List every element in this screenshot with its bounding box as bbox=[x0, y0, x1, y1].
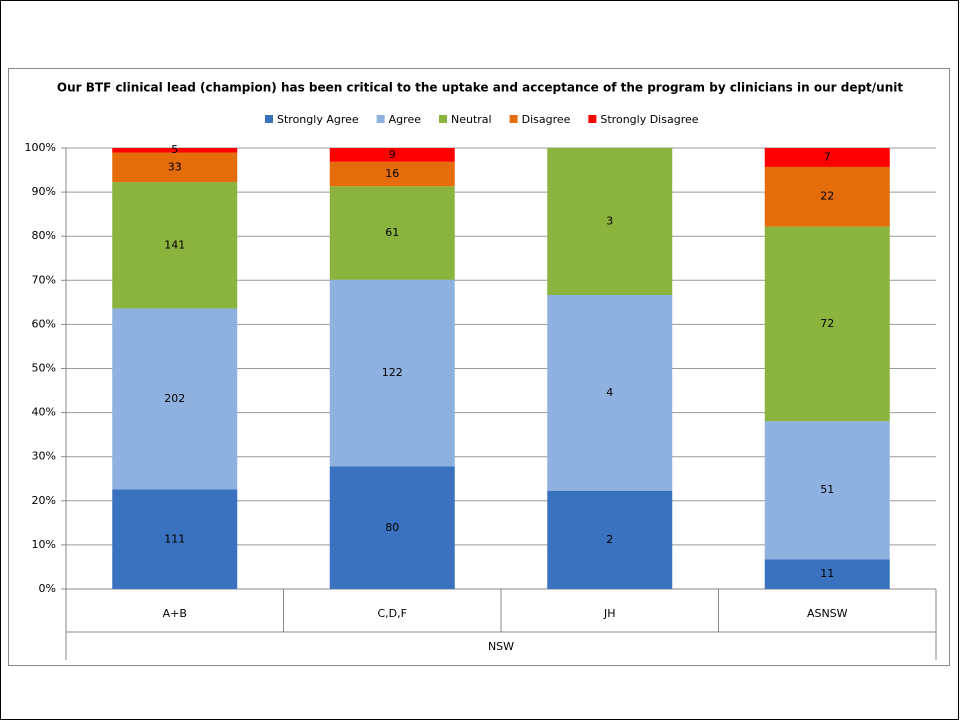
data-label: 16 bbox=[385, 167, 399, 180]
y-tick-label: 70% bbox=[32, 273, 56, 286]
data-label: 72 bbox=[820, 317, 834, 330]
legend-swatch bbox=[376, 115, 385, 123]
data-label: 141 bbox=[164, 238, 185, 251]
legend-label: Strongly Disagree bbox=[600, 113, 698, 126]
data-label: 9 bbox=[389, 148, 396, 161]
y-tick-label: 50% bbox=[32, 362, 56, 375]
bar-segment bbox=[547, 148, 673, 295]
data-label: 22 bbox=[820, 190, 834, 203]
bar-segment bbox=[329, 148, 455, 162]
bar-segment bbox=[329, 186, 455, 280]
bar-segment bbox=[764, 226, 890, 422]
x-tick-label: A+B bbox=[163, 607, 187, 620]
bar-segment bbox=[112, 308, 238, 490]
data-label: 7 bbox=[824, 150, 831, 163]
data-label: 11 bbox=[820, 567, 834, 580]
data-label: 61 bbox=[385, 226, 399, 239]
y-tick-label: 40% bbox=[32, 406, 56, 419]
bar-segment bbox=[764, 148, 890, 167]
bar-segment bbox=[329, 161, 455, 187]
y-tick-label: 0% bbox=[39, 582, 56, 595]
legend-label: Disagree bbox=[522, 113, 571, 126]
bar-segment bbox=[764, 559, 890, 589]
bar-segment bbox=[764, 166, 890, 227]
data-label: 51 bbox=[820, 483, 834, 496]
data-label: 3 bbox=[606, 215, 613, 228]
data-label: 80 bbox=[385, 521, 399, 534]
y-tick-label: 100% bbox=[25, 141, 56, 154]
bar-segment bbox=[329, 279, 455, 467]
y-tick-label: 10% bbox=[32, 538, 56, 551]
x-tick-label: JH bbox=[603, 607, 616, 620]
data-label: 5 bbox=[171, 143, 178, 156]
y-tick-label: 80% bbox=[32, 229, 56, 242]
legend-label: Agree bbox=[389, 113, 422, 126]
data-label: 122 bbox=[382, 366, 403, 379]
data-label: 202 bbox=[164, 392, 185, 405]
data-label: 33 bbox=[168, 160, 182, 173]
chart-title: Our BTF clinical lead (champion) has bee… bbox=[57, 81, 903, 95]
bar-segment bbox=[112, 489, 238, 589]
bar-segment bbox=[547, 295, 673, 491]
legend-swatch bbox=[509, 115, 518, 123]
x-tick-label: C,D,F bbox=[378, 607, 407, 620]
data-label: 111 bbox=[164, 532, 185, 545]
legend-swatch bbox=[438, 115, 447, 123]
y-tick-label: 20% bbox=[32, 494, 56, 507]
legend-swatch bbox=[588, 115, 597, 123]
bar-segment bbox=[764, 421, 890, 560]
bar-segment bbox=[112, 148, 238, 153]
data-label: 2 bbox=[606, 533, 613, 546]
group-label: NSW bbox=[488, 640, 514, 653]
data-label: 4 bbox=[606, 386, 613, 399]
bar-segment bbox=[112, 152, 238, 183]
bar-segment bbox=[329, 466, 455, 589]
x-tick-label: ASNSW bbox=[807, 607, 848, 620]
y-tick-label: 60% bbox=[32, 317, 56, 330]
legend-label: Strongly Agree bbox=[277, 113, 359, 126]
y-tick-label: 30% bbox=[32, 450, 56, 463]
bar-segment bbox=[547, 491, 673, 589]
y-tick-label: 90% bbox=[32, 185, 56, 198]
bar-segment bbox=[112, 182, 238, 309]
legend-swatch bbox=[265, 115, 273, 123]
legend-label: Neutral bbox=[451, 113, 492, 126]
